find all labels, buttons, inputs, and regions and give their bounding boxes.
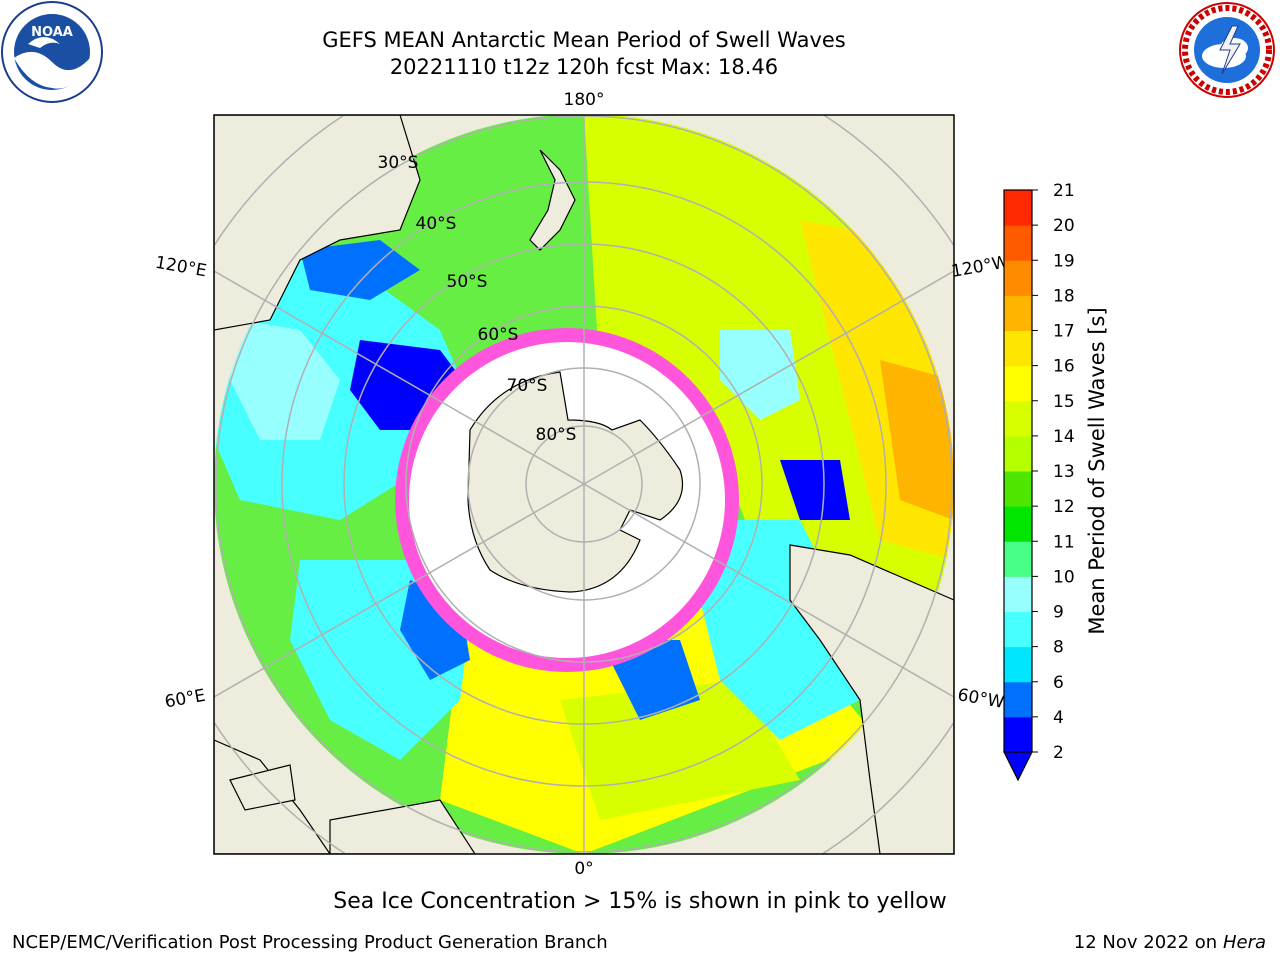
footer-host: Hera [1222,932,1266,953]
lon-label-0: 0° [574,859,593,879]
noaa-logo-text: NOAA [31,25,73,40]
colorbar-segment [1004,260,1032,296]
colorbar-tick-label: 8 [1053,638,1064,658]
australia-landmass [214,115,421,331]
madagascar-landmass [229,764,296,811]
colorbar-tick-label: 2 [1053,743,1064,763]
colorbar-segment [1004,471,1032,507]
sea-ice-caption: Sea Ice Concentration > 15% is shown in … [333,889,947,914]
colorbar-tick-label: 13 [1053,462,1075,482]
colorbar-tick-label: 19 [1053,251,1075,271]
lat-label-30s: 30°S [378,153,419,173]
lon-label-120w: 120°W [950,252,1011,282]
colorbar-tick-label: 21 [1053,181,1075,201]
colorbar-segment [1004,681,1032,718]
colorbar-tick-label: 18 [1053,286,1075,306]
national-weather-service-logo [1179,2,1275,98]
chart-title: GEFS MEAN Antarctic Mean Period of Swell… [322,28,846,52]
colorbar-segment [1004,295,1032,331]
colorbar-tick-label: 10 [1053,567,1075,587]
lat-label-40s: 40°S [416,214,457,234]
colorbar-segment [1004,576,1032,612]
colorbar-segment [1004,646,1032,683]
colorbar-tick-label: 12 [1053,497,1075,517]
footer-date: 12 Nov 2022 on Hera [1074,932,1266,953]
lat-label-80s: 80°S [536,425,577,445]
map-frame [213,114,955,855]
lon-label-60w: 60°W [956,685,1006,713]
colorbar-segment [1004,506,1032,542]
footer-credit: NCEP/EMC/Verification Post Processing Pr… [12,932,608,953]
colorbar-segment [1004,435,1032,472]
colorbar-tick-label: 11 [1053,532,1075,552]
colorbar-min-arrow [1003,751,1033,782]
colorbar-tick-label: 15 [1053,392,1075,412]
colorbar-segment [1004,225,1032,261]
lat-label-50s: 50°S [447,272,488,292]
colorbar: 2 4 6 8 9 10 11 12 13 14 15 16 17 18 19 20 21 [1003,181,1075,782]
lon-label-120e: 120°E [154,253,208,282]
lon-label-60e: 60°E [163,686,207,713]
chart-subtitle: 20221110 t12z 120h fcst Max: 18.46 [389,55,779,79]
colorbar-tick-label: 9 [1053,603,1064,623]
colorbar-tick-label: 20 [1053,216,1075,236]
colorbar-tick-label: 16 [1053,357,1075,377]
colorbar-segment [1004,541,1032,577]
colorbar-segment [1004,611,1032,648]
noaa-logo: NOAA [1,1,103,103]
colorbar-title: Mean Period of Swell Waves [s] [1085,307,1109,634]
graticule [214,115,954,854]
colorbar-tick-label: 14 [1053,427,1075,447]
footer-date-text: 12 Nov 2022 on [1073,932,1218,953]
colorbar-segment [1004,330,1032,367]
colorbar-segment [1004,400,1032,437]
antarctica-landmass [467,371,684,593]
lon-label-180: 180° [564,90,605,110]
colorbar-tick-label: 17 [1053,322,1075,342]
new-zealand-landmass [529,149,576,251]
colorbar-segment [1004,716,1032,753]
colorbar-segment [1004,190,1032,226]
colorbar-segment [1004,365,1032,402]
colorbar-tick-label: 4 [1053,708,1064,728]
lat-label-60s: 60°S [478,325,519,345]
colorbar-tick-label: 6 [1053,673,1064,693]
lat-label-70s: 70°S [507,376,548,396]
